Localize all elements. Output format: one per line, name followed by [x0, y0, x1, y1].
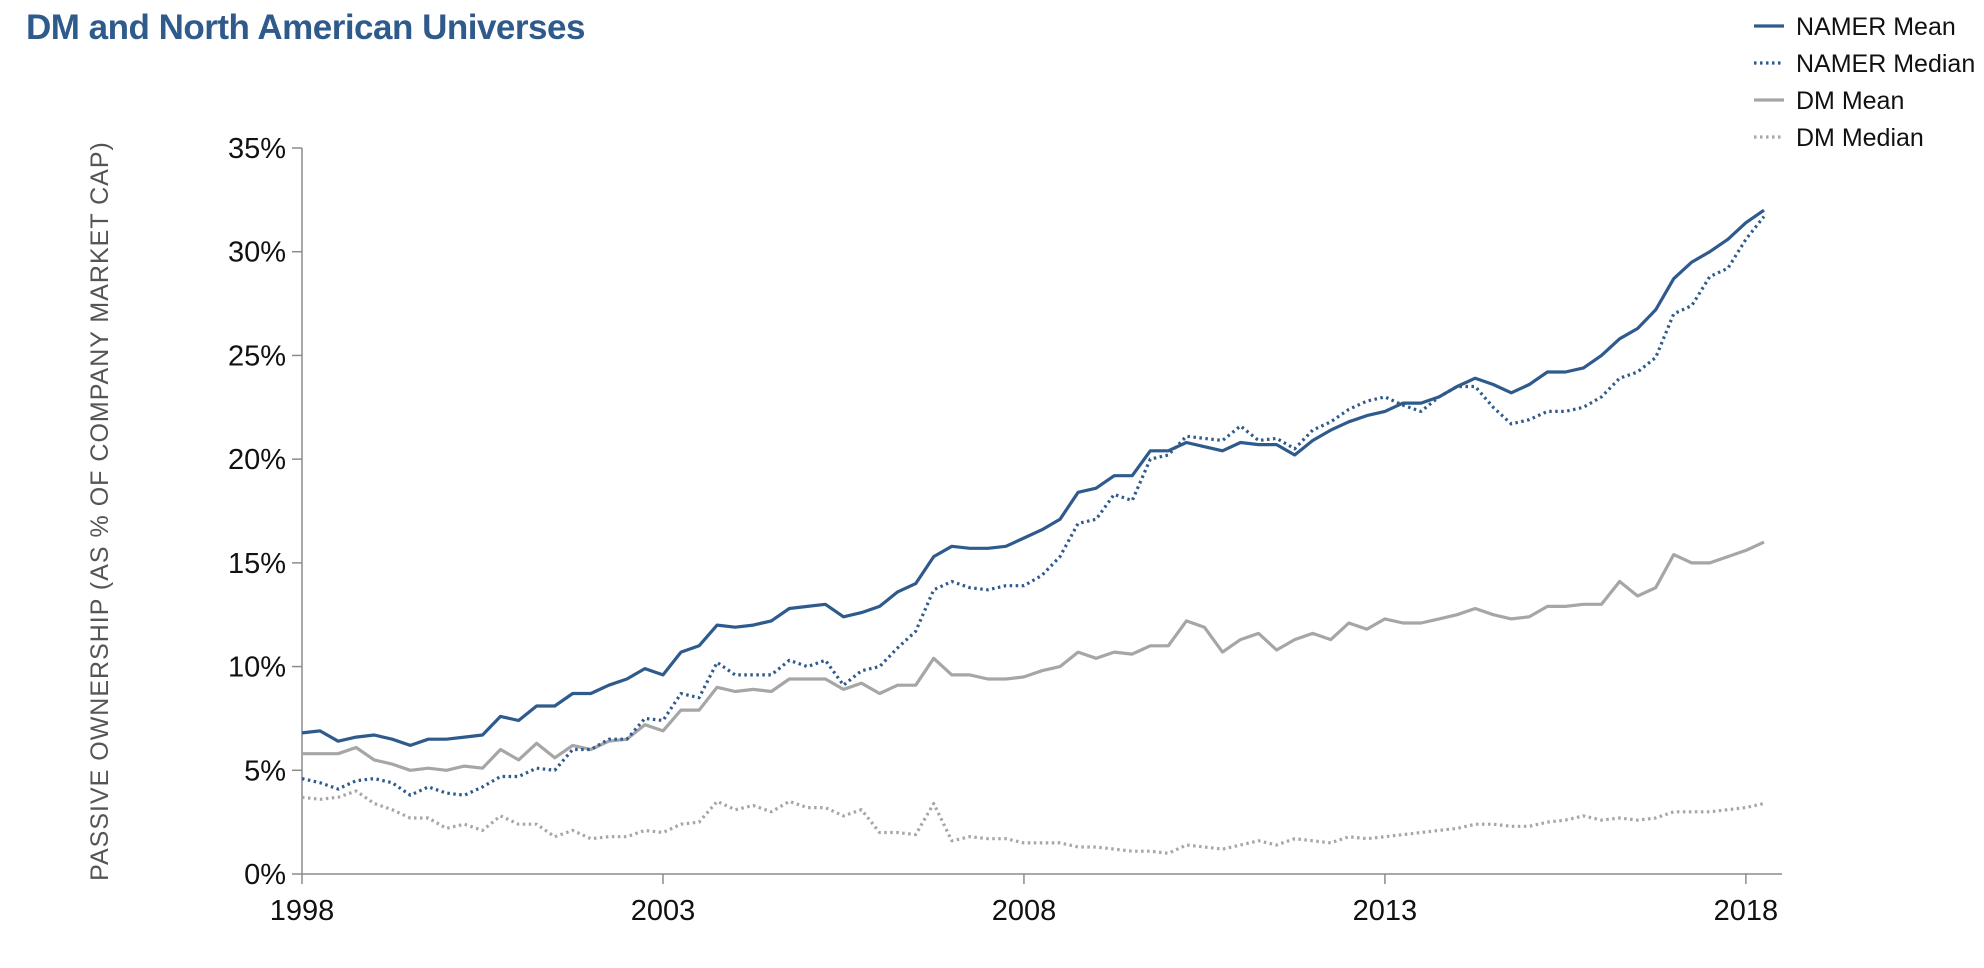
x-tick-label: 2003 [631, 895, 696, 927]
series-line-dm-median [301, 789, 1765, 855]
y-tick-label: 20% [228, 444, 286, 476]
y-axis-title: PASSIVE OWNERSHIP (AS % OF COMPANY MARKE… [86, 141, 114, 881]
y-tick-label: 15% [228, 548, 286, 580]
series-line-namer-median [301, 215, 1766, 797]
series-line-dm-mean [302, 540, 1765, 772]
series-layer [301, 208, 1766, 855]
legend-label: DM Median [1796, 124, 1924, 152]
y-tick-label: 35% [228, 133, 286, 165]
legend-label: NAMER Mean [1796, 13, 1956, 41]
x-tick-label: 2008 [992, 895, 1057, 927]
legend: NAMER Mean NAMER Median DM Mean DM Median [1754, 13, 1975, 152]
x-tick-label: 2018 [1714, 895, 1779, 927]
axes: 0% 5% 10% 15% 20% 25% 30% 35% 1998 2003 2008 2013 20… [86, 133, 1782, 927]
chart-title: DM and North American Universes [26, 8, 585, 47]
series-line-namer-mean [301, 208, 1765, 748]
y-tick-label: 5% [244, 755, 286, 787]
x-tick-label: 1998 [270, 895, 335, 927]
y-tick-label: 25% [228, 340, 286, 372]
legend-label: DM Mean [1796, 87, 1904, 115]
x-tick-label: 2013 [1353, 895, 1418, 927]
y-tick-label: 30% [228, 237, 286, 269]
y-tick-label: 10% [228, 652, 286, 684]
legend-label: NAMER Median [1796, 50, 1975, 78]
y-tick-label: 0% [244, 859, 286, 891]
